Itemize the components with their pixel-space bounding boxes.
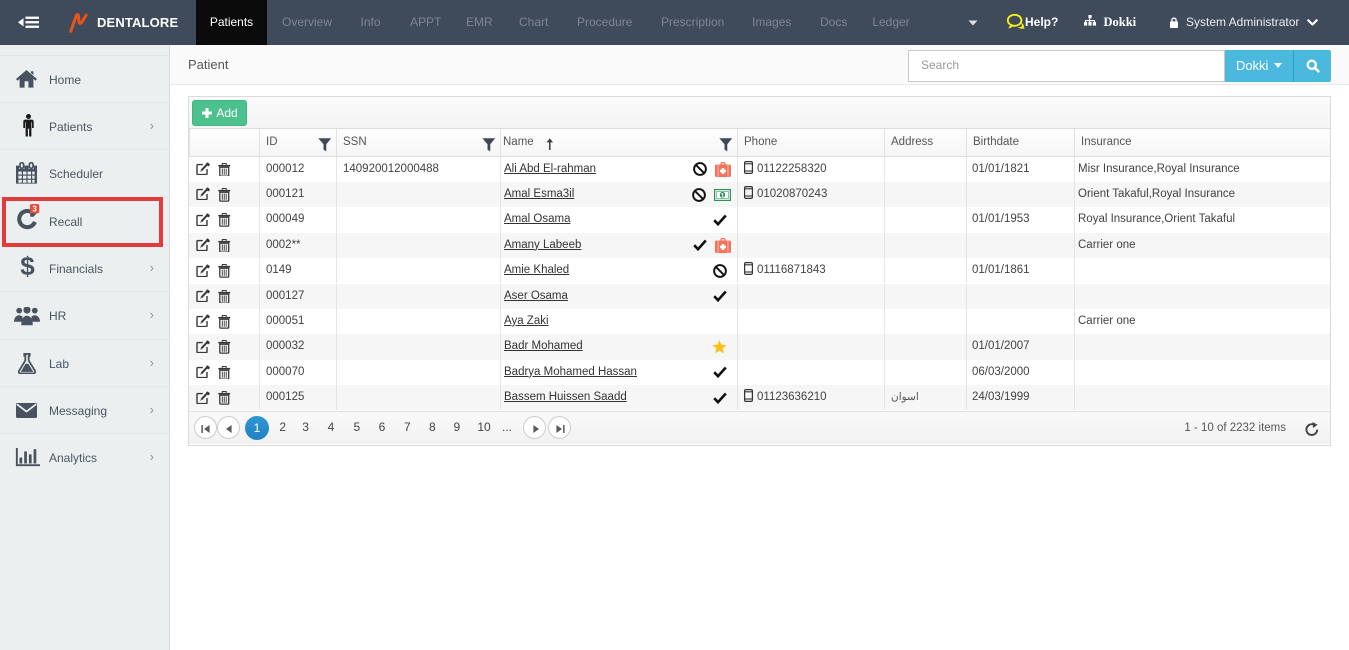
- svg-text:$: $: [20, 253, 35, 279]
- svg-text:1: 1: [720, 192, 724, 199]
- svg-text:3: 3: [32, 205, 37, 214]
